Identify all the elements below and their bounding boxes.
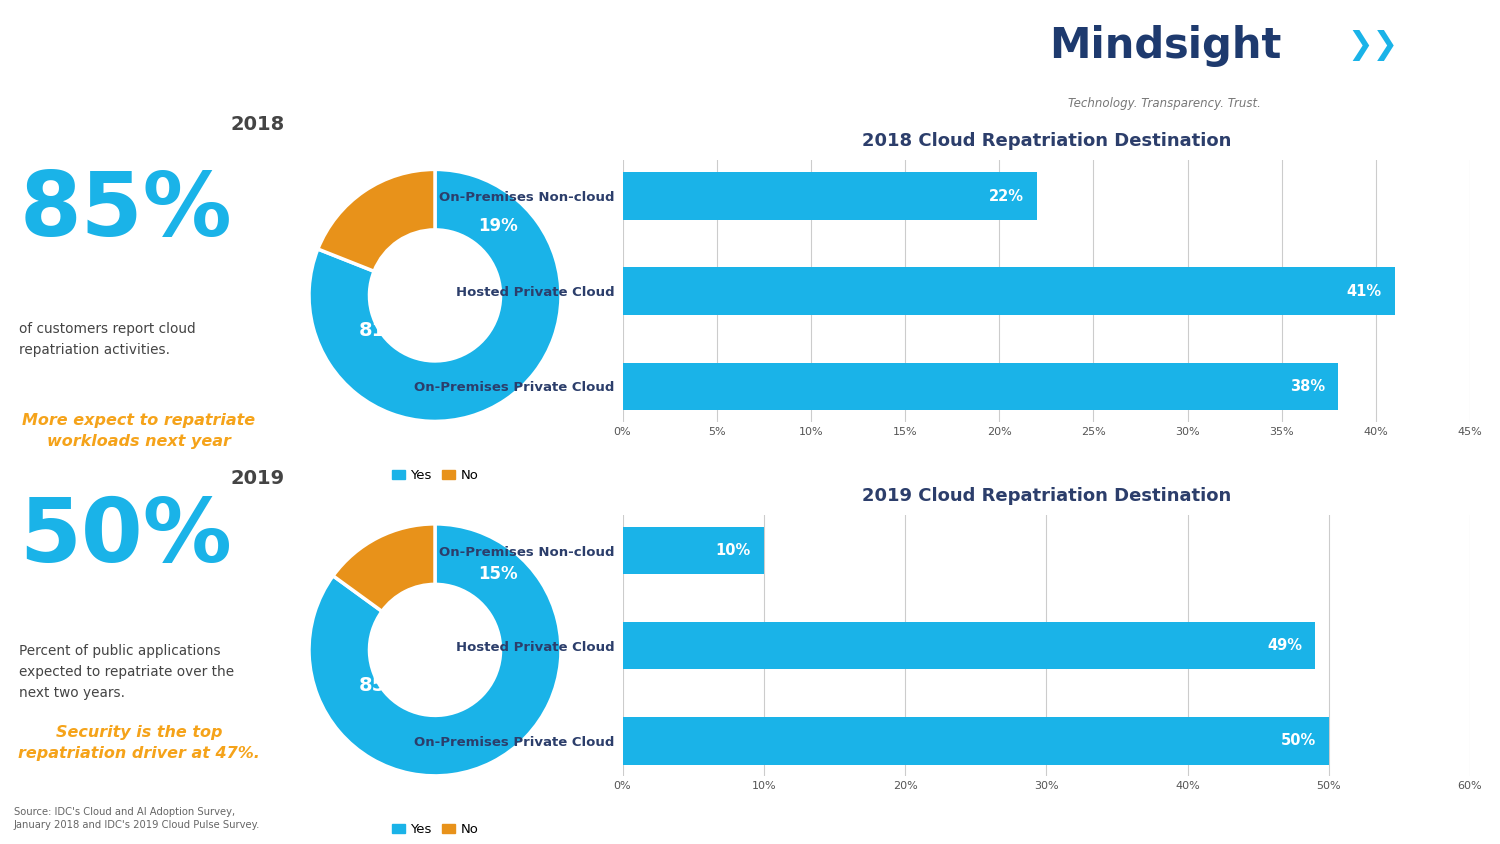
Bar: [622, 172, 1036, 219]
Wedge shape: [333, 524, 435, 611]
Bar: [622, 717, 1329, 765]
Text: 15%: 15%: [478, 565, 518, 583]
Text: 85%: 85%: [358, 676, 405, 695]
Legend: Yes, No: Yes, No: [387, 818, 483, 841]
Text: Mind: Mind: [1048, 25, 1164, 67]
Text: 41%: 41%: [1347, 284, 1382, 299]
Text: 10%: 10%: [716, 543, 752, 558]
Text: Q: In the last year, has your organization migrated any applications or data tha: Q: In the last year, has your organizati…: [22, 41, 628, 91]
Text: 2018: 2018: [231, 115, 285, 133]
Text: 85%: 85%: [20, 168, 232, 255]
Text: Technology. Transparency. Trust.: Technology. Transparency. Trust.: [1068, 97, 1260, 110]
Title: 2018 Cloud Repatriation Destination: 2018 Cloud Repatriation Destination: [861, 133, 1232, 150]
Text: Security is the top
repatriation driver at 47%.: Security is the top repatriation driver …: [18, 725, 260, 761]
Legend: Yes, No: Yes, No: [387, 463, 483, 487]
Text: 49%: 49%: [1268, 638, 1302, 653]
Text: 81%: 81%: [358, 322, 405, 340]
Title: 2019 Cloud Repatriation Destination: 2019 Cloud Repatriation Destination: [861, 487, 1232, 505]
Bar: [622, 363, 1338, 410]
Text: 38%: 38%: [1290, 379, 1324, 394]
Bar: [622, 268, 1395, 315]
Text: 22%: 22%: [988, 188, 1023, 203]
Text: Percent of public applications
expected to repatriate over the
next two years.: Percent of public applications expected …: [20, 644, 234, 700]
Text: 2019: 2019: [231, 469, 285, 488]
Bar: [622, 527, 764, 574]
Text: Source: IDC's Cloud and AI Adoption Survey,
January 2018 and IDC's 2019 Cloud Pu: Source: IDC's Cloud and AI Adoption Surv…: [13, 807, 261, 830]
Text: 50%: 50%: [20, 494, 232, 581]
Text: 50%: 50%: [1281, 733, 1316, 749]
Text: More expect to repatriate
workloads next year: More expect to repatriate workloads next…: [22, 414, 255, 449]
Wedge shape: [309, 524, 561, 776]
Text: sight: sight: [1164, 25, 1282, 67]
Wedge shape: [318, 170, 435, 271]
Text: 19%: 19%: [478, 217, 518, 235]
Text: of customers report cloud
repatriation activities.: of customers report cloud repatriation a…: [20, 322, 196, 357]
Bar: [622, 622, 1314, 669]
Text: ❯❯: ❯❯: [1347, 30, 1398, 62]
Wedge shape: [309, 170, 561, 421]
